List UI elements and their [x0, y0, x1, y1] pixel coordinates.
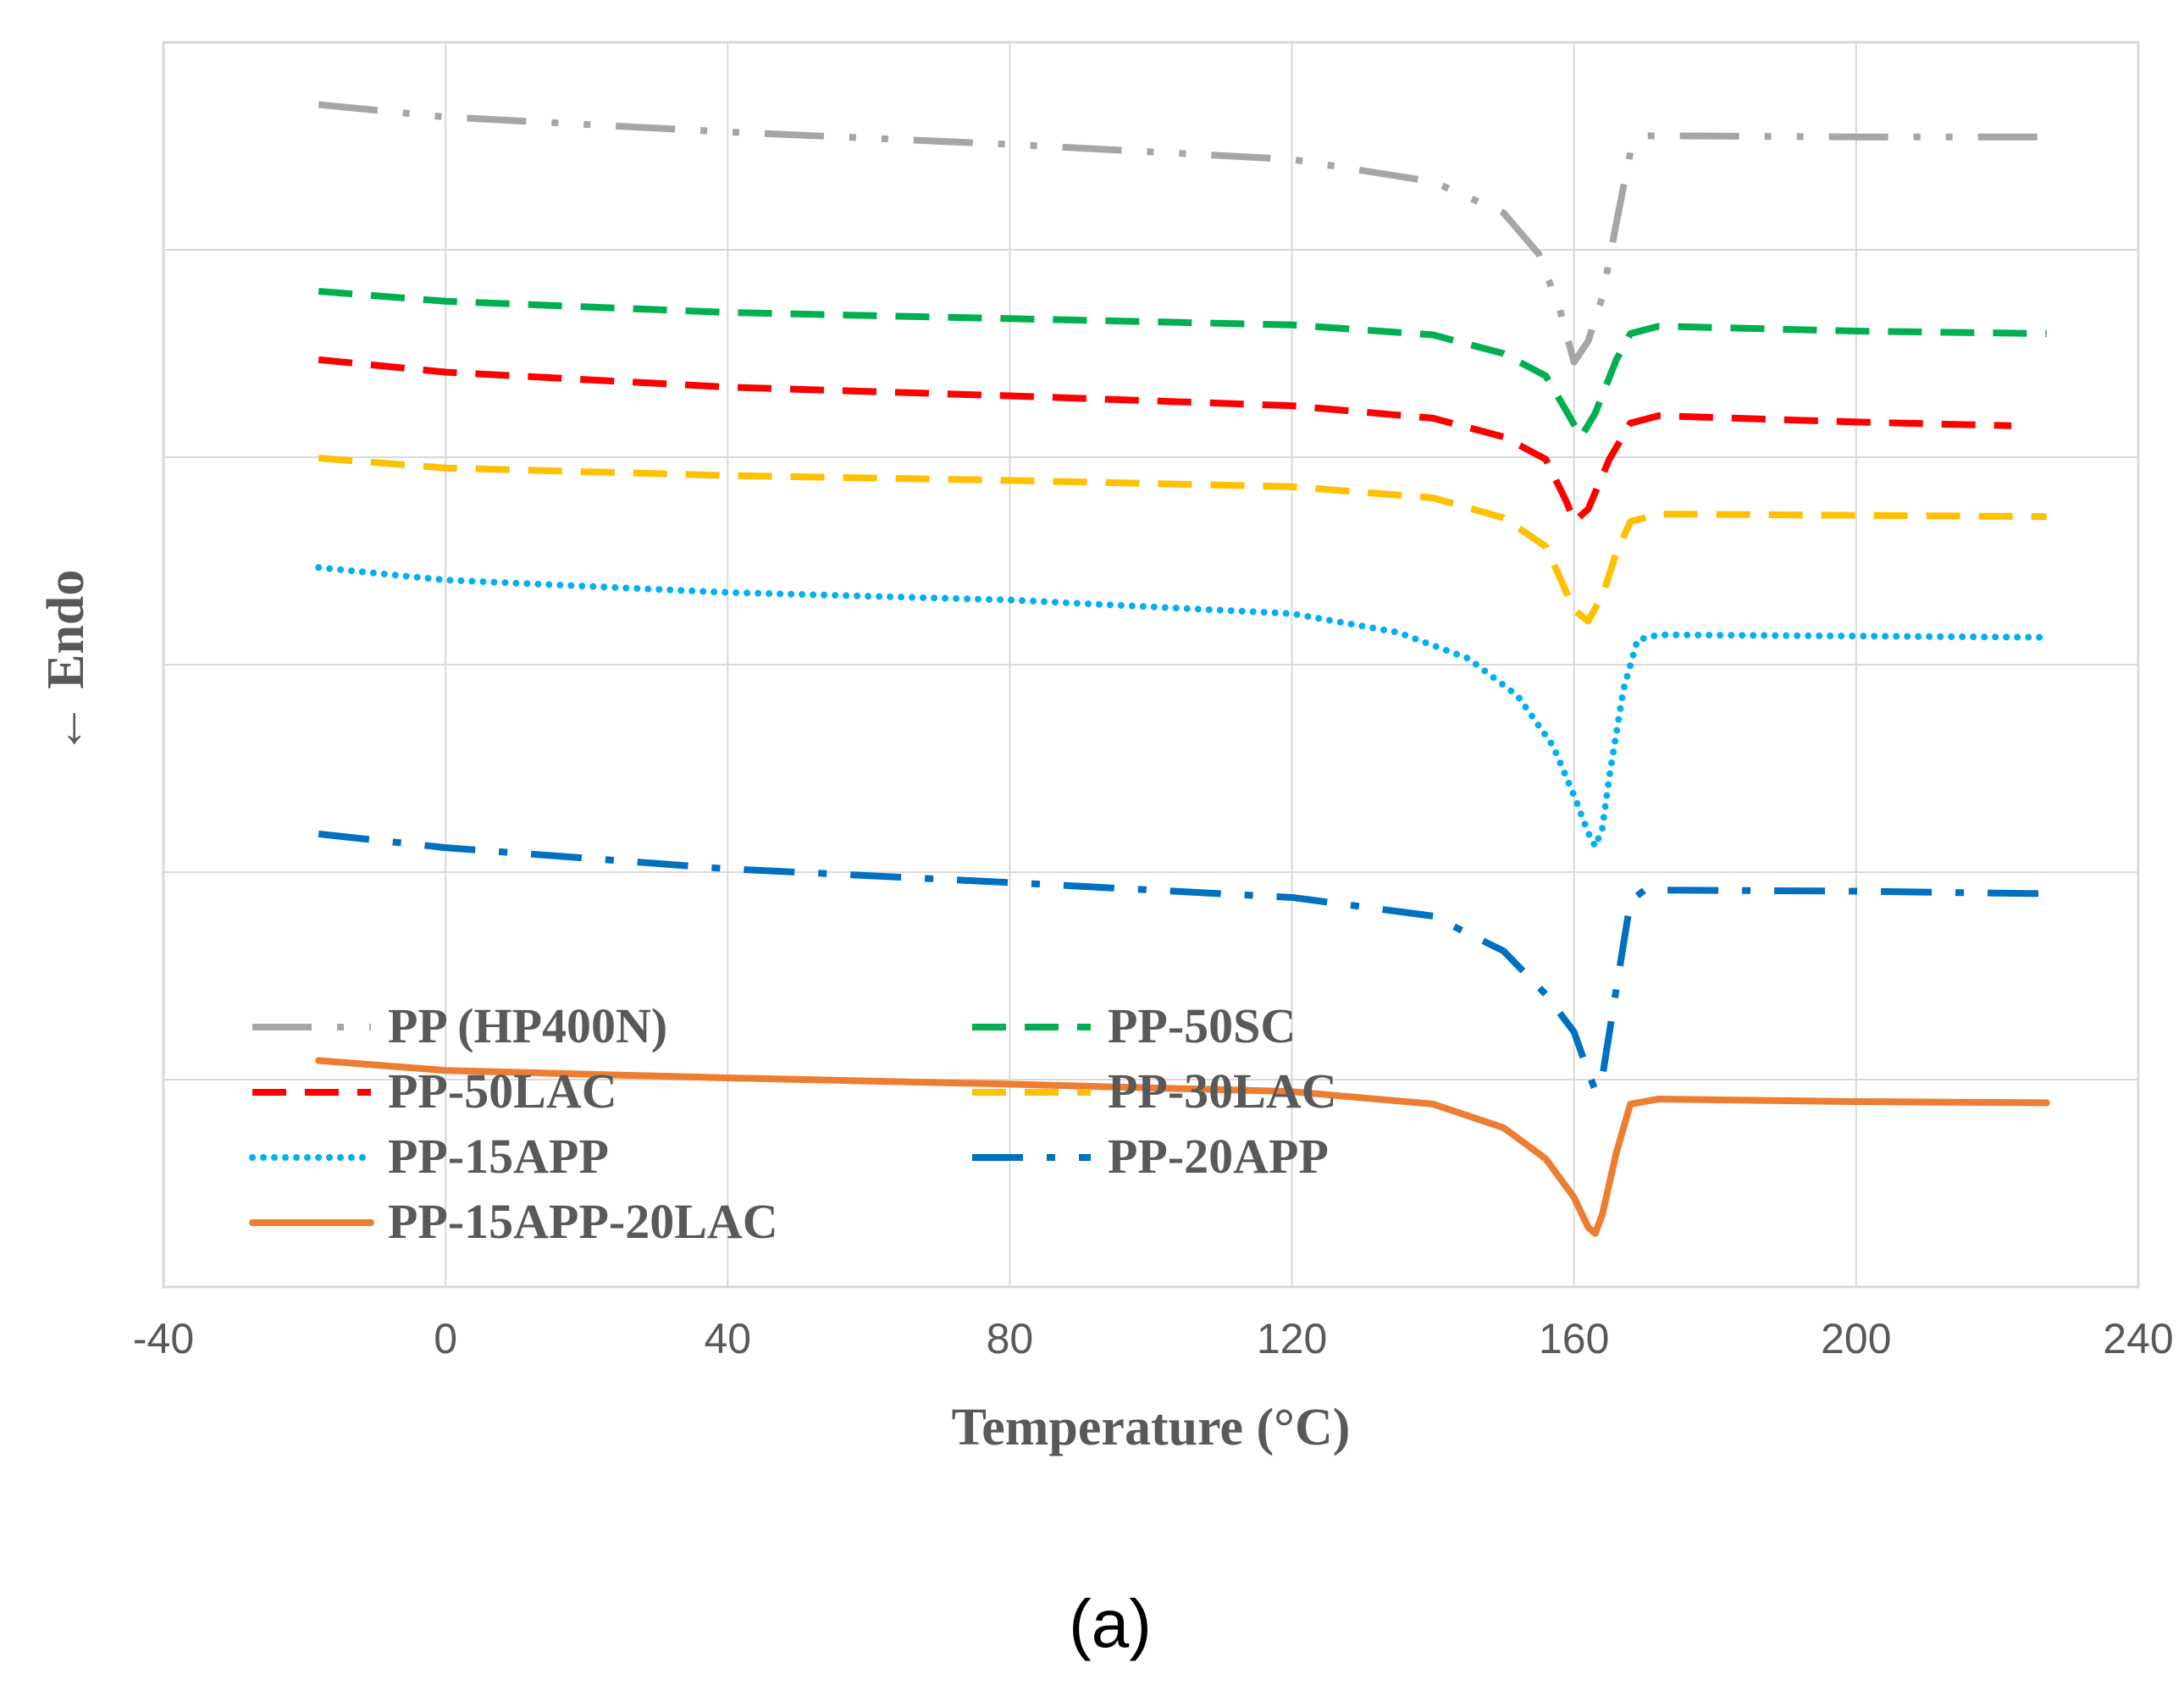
series-line-5 [315, 564, 2050, 850]
legend-label: PP-30LAC [1108, 1063, 1337, 1119]
legend-label: PP-15APP [388, 1129, 609, 1184]
series-layer [315, 101, 2050, 1237]
series-line-1 [318, 101, 2047, 366]
x-tick-label: 0 [434, 1315, 457, 1362]
series-line-4 [318, 455, 2047, 625]
legend-label: PP-50LAC [388, 1063, 617, 1119]
x-axis-ticks: -40 0 40 80 120 160 200 240 [133, 1315, 2174, 1362]
figure-caption: (a) [1069, 1586, 1152, 1661]
x-tick-label: -40 [133, 1315, 194, 1362]
x-tick-label: 40 [704, 1315, 751, 1362]
x-tick-label: 120 [1257, 1315, 1327, 1362]
y-axis-title: ← Endo [37, 570, 95, 755]
x-tick-label: 200 [1821, 1315, 1891, 1362]
x-tick-label: 240 [2103, 1315, 2173, 1362]
x-tick-label: 160 [1539, 1315, 1609, 1362]
x-tick-label: 80 [987, 1315, 1034, 1362]
series-line-2 [318, 288, 2047, 440]
series-line-7 [315, 1057, 2050, 1237]
legend-label: PP-20APP [1108, 1129, 1329, 1184]
legend-label: PP-50SC [1108, 998, 1296, 1053]
series-line-3 [318, 356, 2012, 525]
series-line-6 [318, 830, 2047, 1094]
legend-label: PP (HP400N) [388, 998, 667, 1053]
gridlines [163, 42, 2139, 1287]
x-axis-title: Temperature (°C) [952, 1399, 1351, 1456]
legend: PP (HP400N) PP-50SC PP-50LAC PP-30LAC PP-15A… [249, 998, 1337, 1249]
legend-label: PP-15APP-20LAC [388, 1194, 778, 1249]
